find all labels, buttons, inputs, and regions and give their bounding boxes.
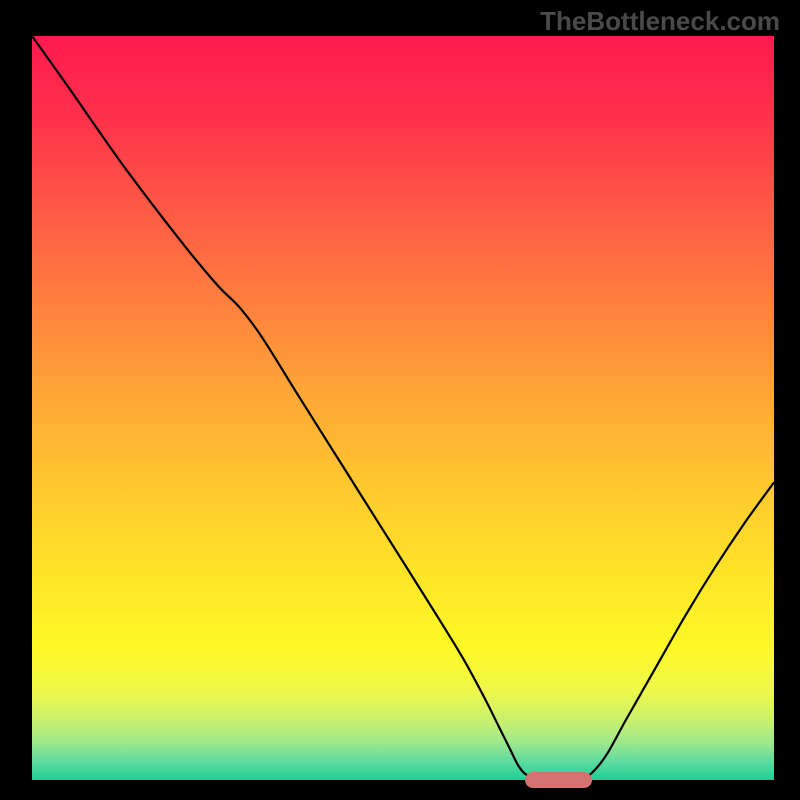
watermark-text: TheBottleneck.com [540, 6, 780, 37]
chart-canvas: TheBottleneck.com [0, 0, 800, 800]
bottleneck-curve [32, 36, 774, 780]
optimal-range-marker [525, 772, 592, 788]
plot-area [32, 36, 774, 780]
curve-layer [32, 36, 774, 780]
